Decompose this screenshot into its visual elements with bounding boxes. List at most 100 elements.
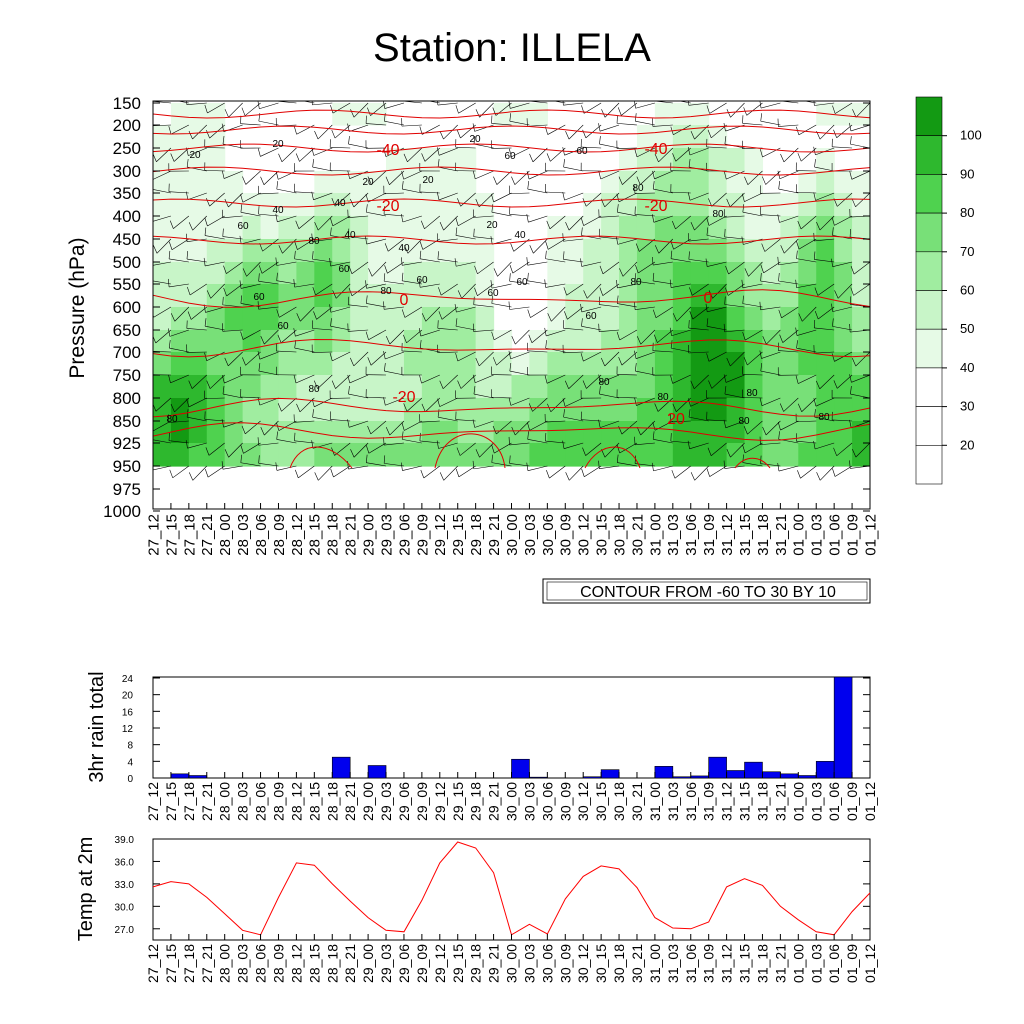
wind-barb bbox=[584, 465, 602, 478]
wind-barb bbox=[371, 261, 387, 277]
wind-barb bbox=[437, 102, 458, 106]
rh-cell bbox=[601, 307, 620, 331]
rh-cell bbox=[386, 216, 405, 240]
wind-barb-flag bbox=[636, 426, 641, 436]
wind-barb bbox=[349, 124, 369, 132]
wind-barb-flag bbox=[367, 425, 372, 435]
wind-barb-flag bbox=[295, 91, 296, 99]
wind-barb bbox=[760, 463, 781, 467]
x-tick-label: 30_21 bbox=[629, 782, 645, 821]
rh-cell bbox=[403, 443, 423, 467]
wind-barb-flag bbox=[705, 258, 708, 267]
wind-barb bbox=[168, 420, 189, 423]
wind-barb-flag bbox=[616, 236, 619, 245]
rh-cell bbox=[439, 307, 459, 331]
rh-cell bbox=[439, 398, 459, 422]
wind-barb-flag bbox=[797, 470, 801, 479]
isotherm-line bbox=[153, 166, 870, 176]
x-tick-label: 01_12 bbox=[862, 514, 879, 556]
wind-barb-flag bbox=[797, 403, 802, 412]
wind-barb-flag bbox=[580, 258, 582, 267]
rh-cell bbox=[493, 352, 513, 376]
rh-cell bbox=[224, 443, 244, 467]
rain-bar bbox=[797, 775, 817, 779]
wind-barb-flag bbox=[473, 296, 475, 305]
rh-cell bbox=[708, 125, 728, 149]
wind-barb bbox=[294, 283, 315, 288]
wind-barb bbox=[563, 442, 584, 449]
wind-barb-flag bbox=[151, 181, 152, 189]
wind-barb-flag bbox=[402, 93, 403, 101]
wind-barb-flag bbox=[690, 221, 695, 231]
wind-barb bbox=[652, 350, 673, 353]
rh-cell bbox=[780, 239, 799, 263]
wind-barb bbox=[599, 329, 620, 333]
wind-barb-flag bbox=[670, 375, 673, 384]
wind-barb-flag bbox=[401, 181, 404, 190]
rh-cell bbox=[386, 352, 405, 376]
wind-barb-flag bbox=[383, 350, 386, 360]
rh-cell bbox=[762, 284, 781, 308]
rh-cell bbox=[780, 330, 799, 353]
wind-barb-flag bbox=[222, 386, 225, 395]
wind-barb bbox=[728, 283, 745, 296]
wind-barb-flag bbox=[421, 153, 426, 162]
wind-barb bbox=[312, 238, 333, 242]
wind-barb-flag bbox=[472, 460, 475, 469]
wind-barb bbox=[209, 192, 225, 207]
wind-barb bbox=[442, 374, 458, 389]
wind-barb bbox=[240, 123, 261, 126]
wind-barb-flag bbox=[796, 250, 798, 259]
rh-cell bbox=[439, 284, 459, 308]
wind-barb bbox=[711, 374, 727, 389]
rh-cell bbox=[188, 307, 208, 331]
x-tick-label: 27_15 bbox=[163, 514, 180, 556]
y-tick-label: 1000 bbox=[103, 502, 141, 521]
wind-barb bbox=[312, 416, 333, 422]
x-tick-label: 30_21 bbox=[629, 944, 645, 983]
rh-cell bbox=[206, 443, 226, 467]
rh-cell bbox=[762, 443, 781, 467]
wind-barb bbox=[509, 192, 530, 194]
wind-barb bbox=[491, 283, 512, 289]
rh-cell bbox=[421, 307, 441, 331]
rh-cell bbox=[834, 171, 853, 194]
wind-barb bbox=[473, 215, 494, 218]
wind-barb bbox=[581, 325, 602, 331]
rh-cell bbox=[386, 375, 405, 399]
wind-barb bbox=[583, 351, 602, 362]
wind-barb bbox=[402, 280, 422, 285]
wind-barb bbox=[441, 306, 458, 320]
rh-cell bbox=[403, 148, 423, 172]
wind-barb-flag bbox=[222, 296, 224, 305]
wind-barb-flag bbox=[742, 204, 745, 213]
rh-cell bbox=[565, 443, 584, 467]
rh-cell bbox=[583, 239, 602, 263]
wind-barb bbox=[515, 329, 530, 345]
rh-cell bbox=[654, 352, 674, 376]
wind-barb-flag bbox=[383, 437, 385, 446]
wind-barb-flag bbox=[795, 279, 797, 288]
rh-cell bbox=[762, 398, 781, 422]
wind-barb bbox=[760, 280, 781, 285]
rh-cell bbox=[672, 330, 692, 353]
wind-barb bbox=[563, 416, 584, 422]
wind-barb bbox=[675, 215, 691, 230]
wind-barb bbox=[295, 374, 315, 384]
rh-cell bbox=[816, 330, 835, 353]
wind-barb-flag bbox=[813, 398, 817, 407]
wind-barb bbox=[207, 465, 225, 478]
wind-barb bbox=[261, 261, 279, 274]
wind-barb-flag bbox=[616, 331, 620, 341]
wind-barb-flag bbox=[169, 241, 173, 250]
wind-barb bbox=[384, 442, 404, 446]
rh-contour-label: 80 bbox=[380, 286, 392, 297]
rh-cell bbox=[726, 262, 746, 285]
x-tick-label: 01_00 bbox=[791, 514, 808, 556]
temperature-contour-label: -20 bbox=[376, 198, 399, 215]
rh-cell bbox=[744, 330, 764, 353]
rh-cell bbox=[206, 375, 226, 399]
rh-cell bbox=[206, 171, 226, 194]
wind-barb bbox=[209, 374, 225, 389]
wind-barb-flag bbox=[580, 217, 584, 226]
